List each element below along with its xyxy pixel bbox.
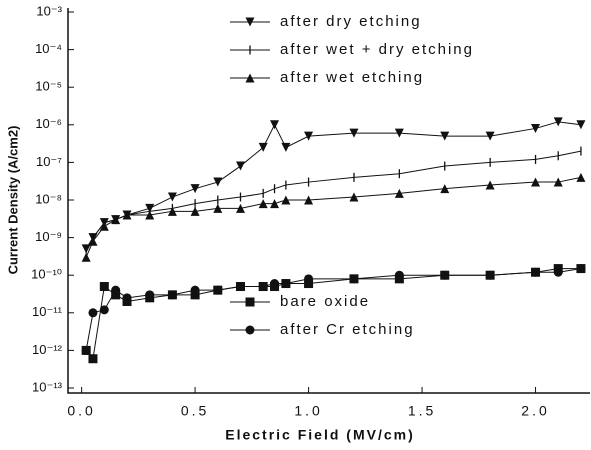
- marker: [531, 267, 541, 277]
- marker: [122, 293, 132, 303]
- x-tick-label: 1.5: [408, 403, 436, 419]
- marker: [258, 199, 268, 209]
- marker: [245, 297, 255, 307]
- marker: [304, 131, 314, 141]
- marker: [167, 206, 177, 216]
- legend-label: after wet + dry etching: [280, 41, 474, 58]
- marker: [349, 274, 359, 284]
- y-tick-label: 10⁻⁷: [36, 154, 62, 169]
- legend-label: after dry etching: [280, 13, 422, 30]
- y-tick-label: 10⁻³: [36, 3, 62, 18]
- marker: [213, 203, 223, 213]
- y-tick-label: 10⁻⁴: [35, 41, 62, 56]
- y-tick-label: 10⁻¹²: [32, 342, 63, 357]
- marker: [576, 120, 586, 130]
- x-axis-title: Electric Field (MV/cm): [225, 427, 414, 443]
- marker: [440, 184, 450, 194]
- series-line: [85, 268, 581, 360]
- y-tick-label: 10⁻⁹: [35, 229, 62, 244]
- marker: [167, 192, 177, 202]
- marker: [145, 290, 155, 300]
- marker: [81, 345, 91, 355]
- x-tick-label: 2.0: [521, 403, 549, 419]
- marker: [394, 128, 404, 138]
- marker: [213, 177, 223, 187]
- marker: [111, 285, 121, 295]
- series-line: [85, 176, 582, 258]
- marker: [81, 252, 91, 262]
- series-line: [85, 150, 582, 250]
- marker: [553, 267, 563, 277]
- marker: [190, 206, 200, 216]
- marker: [99, 282, 109, 292]
- marker: [111, 290, 121, 300]
- marker: [349, 128, 359, 138]
- marker: [281, 279, 291, 289]
- marker: [485, 131, 495, 141]
- marker: [270, 199, 280, 209]
- marker: [553, 117, 563, 127]
- marker: [576, 264, 586, 274]
- y-tick-label: 10⁻¹³: [32, 379, 63, 394]
- series-line: [85, 121, 581, 250]
- marker: [235, 282, 245, 292]
- marker: [281, 195, 291, 205]
- axes-frame: [67, 8, 590, 394]
- marker: [270, 120, 280, 130]
- marker: [270, 279, 280, 289]
- marker: [440, 270, 450, 280]
- marker: [258, 282, 268, 292]
- marker: [394, 270, 404, 280]
- marker: [553, 177, 563, 187]
- x-tick-label: 0.0: [67, 403, 95, 419]
- marker: [88, 308, 98, 318]
- marker: [235, 203, 245, 213]
- marker: [111, 215, 121, 225]
- y-tick-label: 10⁻¹⁰: [31, 267, 62, 282]
- y-tick-label: 10⁻⁸: [35, 191, 62, 206]
- marker: [485, 270, 495, 280]
- y-tick-label: 10⁻¹¹: [32, 304, 63, 319]
- marker: [440, 131, 450, 141]
- marker: [245, 73, 255, 83]
- legend-label: after Cr etching: [280, 321, 415, 338]
- y-tick-label: 10⁻⁵: [35, 79, 62, 94]
- y-tick-label: 10⁻⁶: [35, 116, 62, 131]
- marker: [281, 142, 291, 152]
- marker: [394, 188, 404, 198]
- marker: [213, 285, 223, 295]
- marker: [576, 172, 586, 182]
- marker: [167, 290, 177, 300]
- legend-label: bare oxide: [280, 293, 370, 310]
- marker: [485, 180, 495, 190]
- marker: [531, 123, 541, 133]
- marker: [235, 161, 245, 171]
- marker: [122, 210, 132, 220]
- marker: [99, 221, 109, 231]
- marker: [145, 210, 155, 220]
- marker: [304, 195, 314, 205]
- marker: [99, 305, 109, 315]
- marker: [531, 177, 541, 187]
- marker: [245, 325, 255, 335]
- marker: [190, 290, 200, 300]
- marker: [349, 192, 359, 202]
- x-tick-label: 0.5: [181, 403, 209, 419]
- marker: [258, 142, 268, 152]
- marker: [190, 285, 200, 295]
- marker: [245, 17, 255, 27]
- marker: [190, 184, 200, 194]
- marker: [88, 354, 98, 364]
- marker: [88, 236, 98, 246]
- marker: [304, 274, 314, 284]
- y-axis-title: Current Density (A/cm2): [5, 126, 20, 275]
- x-tick-label: 1.0: [294, 403, 322, 419]
- legend-label: after wet etching: [280, 69, 424, 86]
- marker: [304, 279, 314, 289]
